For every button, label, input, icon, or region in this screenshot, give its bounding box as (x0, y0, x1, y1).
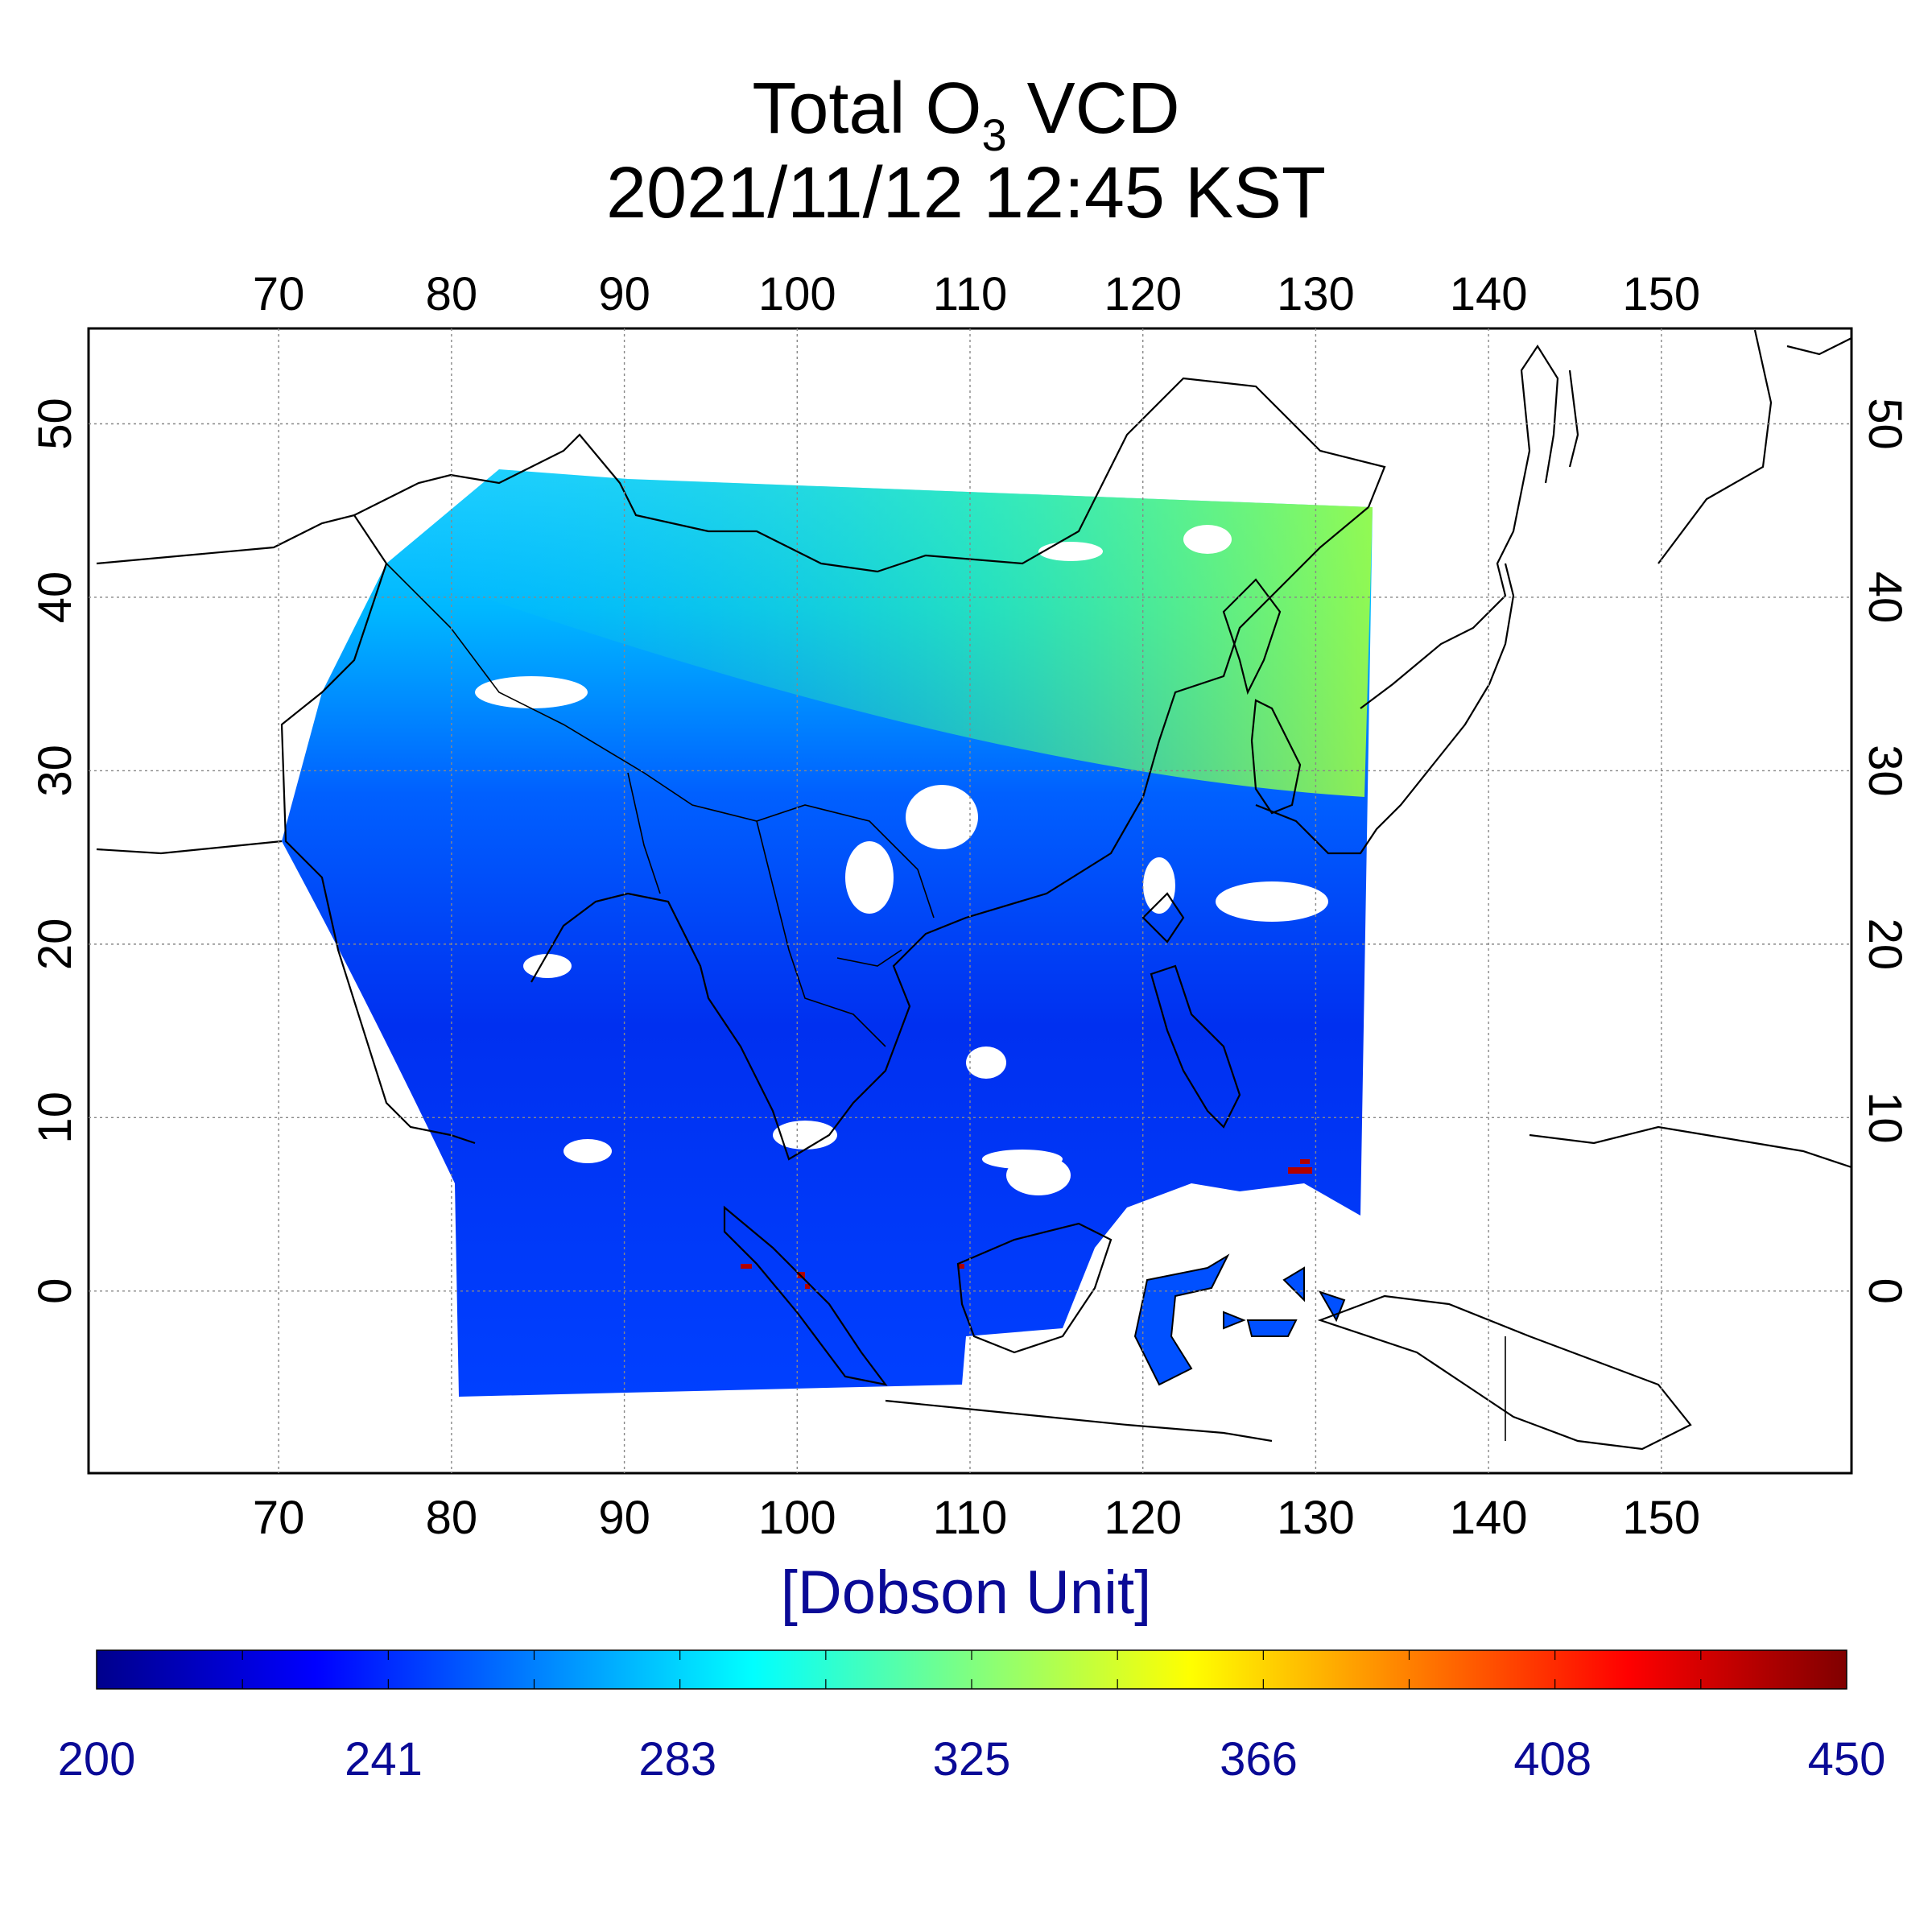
chart-timestamp: 2021/11/12 12:45 KST (605, 153, 1327, 233)
coastlines (96, 329, 1852, 1451)
lat-tick-left: 30 (29, 745, 81, 797)
lon-ticks-bottom: 70 80 90 100 110 120 130 140 150 (253, 1492, 1700, 1544)
lon-tick-top: 100 (758, 268, 836, 320)
lon-tick-bottom: 70 (253, 1492, 305, 1544)
lon-ticks-top: 70 80 90 100 110 120 130 140 150 (253, 268, 1700, 320)
title-suffix: VCD (1006, 68, 1180, 149)
colorbar-label: 283 (638, 1733, 716, 1785)
lon-tick-top: 130 (1277, 268, 1355, 320)
lat-tick-left: 20 (29, 919, 81, 971)
borders (386, 563, 1506, 1441)
colorbar-label: 366 (1220, 1733, 1298, 1785)
lat-tick-left: 0 (29, 1278, 81, 1304)
lon-tick-bottom: 120 (1104, 1492, 1182, 1544)
colorbar-ticks (242, 1650, 1702, 1689)
lat-ticks-left: 50 40 30 20 10 0 (29, 398, 81, 1304)
lon-tick-bottom: 100 (758, 1492, 836, 1544)
lat-tick-right: 50 (1859, 398, 1911, 450)
lon-tick-top: 70 (253, 268, 305, 320)
lat-tick-right: 30 (1859, 745, 1911, 797)
lon-tick-top: 80 (426, 268, 478, 320)
ozone-swath-high-lat (386, 469, 1373, 797)
lon-tick-bottom: 110 (933, 1492, 1007, 1544)
colorbar-labels: 200 241 283 325 366 408 450 (58, 1733, 1886, 1785)
lat-tick-left: 10 (29, 1092, 81, 1144)
lon-tick-bottom: 140 (1450, 1492, 1528, 1544)
island-fills (1133, 1253, 1346, 1386)
lat-tick-right: 10 (1859, 1092, 1911, 1144)
lon-tick-bottom: 90 (598, 1492, 650, 1544)
colorbar-label: 200 (58, 1733, 136, 1785)
graticule (89, 328, 1852, 1473)
colorbar-label: 450 (1808, 1733, 1886, 1785)
cloud-gaps (475, 525, 1328, 1195)
lon-tick-top: 150 (1622, 268, 1700, 320)
colorbar-label: 408 (1513, 1733, 1591, 1785)
lat-tick-left: 40 (29, 572, 81, 624)
lon-tick-top: 120 (1104, 268, 1182, 320)
lon-tick-top: 110 (933, 268, 1007, 320)
lat-ticks-right: 50 40 30 20 10 0 (1859, 398, 1911, 1304)
lon-tick-top: 90 (598, 268, 650, 320)
colorbar-label: 325 (933, 1733, 1011, 1785)
lon-tick-bottom: 150 (1622, 1492, 1700, 1544)
colorbar-unit-label: [Dobson Unit] (780, 1558, 1152, 1627)
lon-tick-bottom: 130 (1277, 1492, 1355, 1544)
title-prefix: Total O (752, 68, 982, 149)
lon-tick-bottom: 80 (426, 1492, 478, 1544)
lat-tick-right: 0 (1859, 1278, 1911, 1304)
colorbar-label: 241 (345, 1733, 423, 1785)
lat-tick-right: 20 (1859, 919, 1911, 971)
lon-tick-top: 140 (1450, 268, 1528, 320)
lat-tick-right: 40 (1859, 572, 1911, 624)
lat-tick-left: 50 (29, 398, 81, 450)
title-subscript: 3 (981, 109, 1007, 160)
chart-title: Total O3 VCD (0, 72, 1932, 158)
